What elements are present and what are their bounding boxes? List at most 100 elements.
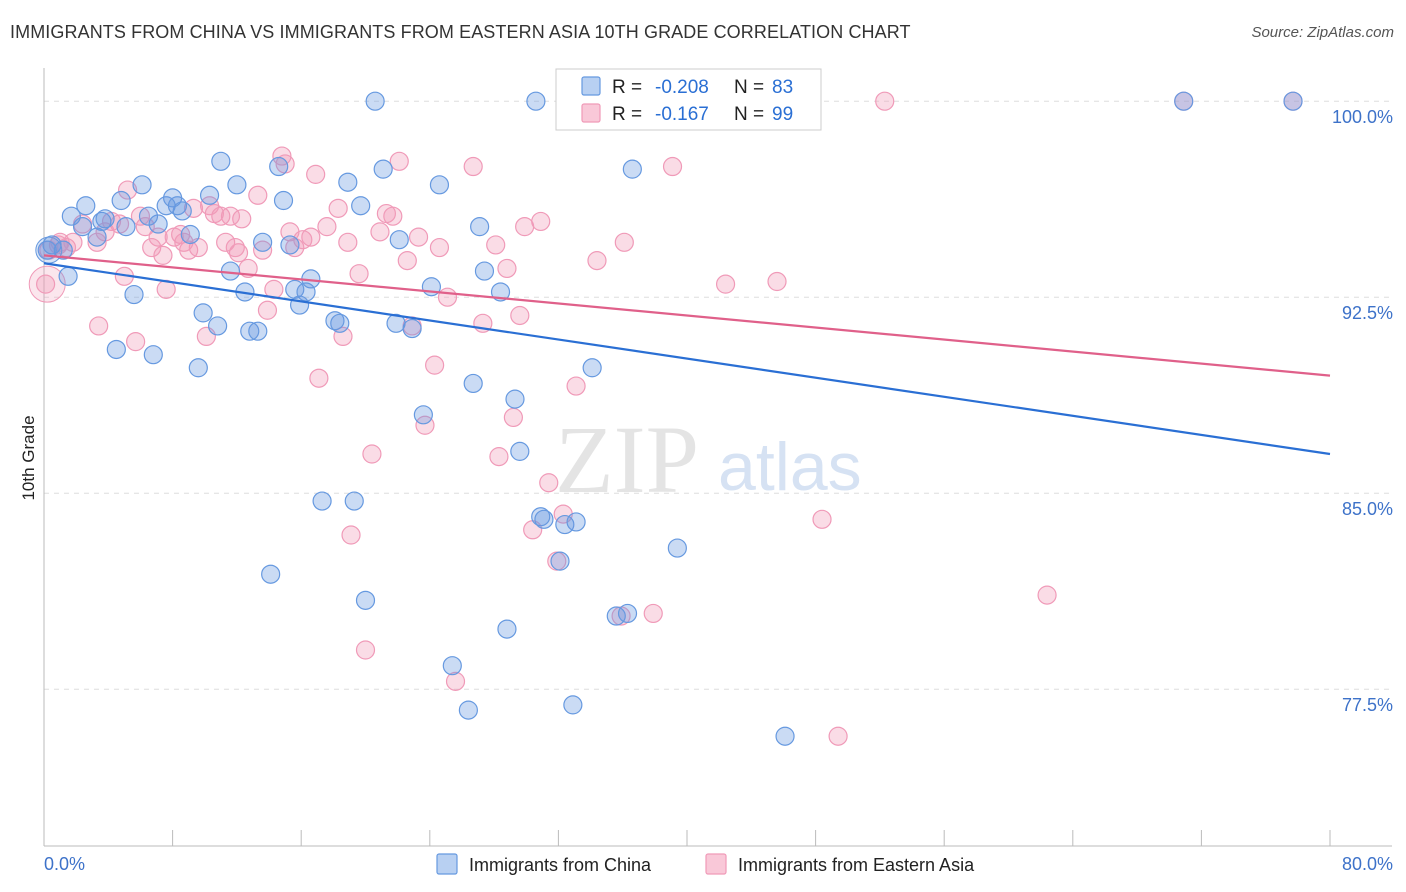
- y-tick-label-2: 92.5%: [1342, 303, 1393, 323]
- eastern-asia-point-30: [220, 206, 241, 226]
- series-eastern-asia-points: [28, 91, 1303, 746]
- china-point-43: [330, 313, 350, 333]
- china-point-16: [148, 214, 168, 234]
- bottom-legend-label-china: Immigrants from China: [469, 855, 652, 875]
- legend-r-label-china: R =: [612, 77, 642, 98]
- china-point-45: [344, 491, 364, 511]
- china-point-37: [285, 279, 305, 299]
- legend-r-label-eastern-asia: R =: [612, 104, 642, 125]
- china-point-27: [220, 261, 241, 281]
- china-point-33: [261, 564, 281, 584]
- legend-n-value-china: 83: [772, 77, 793, 98]
- china-point-49: [373, 159, 393, 179]
- china-point-81: [1283, 91, 1303, 111]
- legend-box: R = -0.208 N = 83 R = -0.167 N = 99: [555, 68, 822, 131]
- china-point-36: [280, 235, 300, 255]
- eastern-asia-point-71: [497, 258, 517, 279]
- china-point-24: [199, 185, 220, 205]
- eastern-asia-point-13: [130, 206, 151, 226]
- eastern-asia-point-86: [662, 156, 683, 177]
- eastern-asia-point-5: [87, 232, 107, 252]
- source-note: Source: ZipAtlas.com: [1251, 24, 1394, 41]
- china-point-76: [667, 538, 687, 558]
- eastern-asia-point-77: [539, 473, 559, 493]
- bottom-legend-label-eastern-asia: Immigrants from Eastern Asia: [738, 855, 975, 875]
- china-point-55: [429, 175, 450, 195]
- eastern-asia-point-58: [389, 151, 409, 171]
- eastern-asia-point-35: [248, 185, 268, 205]
- china-point-62: [497, 619, 517, 639]
- china-point-4: [72, 217, 93, 237]
- eastern-asia-point-92: [828, 726, 848, 746]
- china-point-82: [37, 240, 57, 260]
- legend-swatch-eastern-asia: [581, 103, 601, 123]
- eastern-asia-point-81: [587, 251, 607, 271]
- eastern-asia-point-66: [445, 671, 466, 691]
- eastern-asia-point-47: [317, 217, 337, 237]
- eastern-asia-point-15: [142, 237, 162, 258]
- china-point-65: [526, 91, 546, 111]
- eastern-asia-point-17: [153, 245, 173, 265]
- legend-r-value-china: -0.208: [655, 77, 709, 98]
- eastern-asia-point-33: [232, 209, 252, 229]
- china-point-60: [474, 261, 495, 281]
- china-point-13: [132, 175, 152, 195]
- china-point-9: [106, 339, 126, 360]
- china-point-46: [351, 196, 371, 216]
- trend-line-eastern-asia: [43, 254, 1331, 377]
- legend-n-value-eastern-asia: 99: [772, 104, 793, 125]
- eastern-asia-point-51: [341, 525, 361, 545]
- eastern-asia-point-48: [328, 198, 348, 218]
- bottom-legend-swatch-eastern-asia: [705, 853, 727, 875]
- trend-line-china: [43, 262, 1331, 456]
- china-point-1: [53, 240, 73, 260]
- china-point-6: [87, 227, 107, 247]
- china-point-63: [505, 389, 525, 409]
- china-point-8: [95, 209, 115, 229]
- eastern-asia-point-94: [1037, 585, 1057, 605]
- eastern-asia-point-73: [510, 305, 530, 326]
- watermark-atlas: atlas: [718, 429, 862, 505]
- china-point-57: [458, 700, 478, 720]
- eastern-asia-point-80: [566, 376, 586, 396]
- chart-title: IMMIGRANTS FROM CHINA VS IMMIGRANTS FROM…: [10, 22, 911, 42]
- china-point-69: [563, 695, 583, 715]
- eastern-asia-point-31: [225, 237, 245, 258]
- china-point-58: [463, 373, 483, 394]
- china-point-53: [413, 405, 433, 425]
- china-point-10: [111, 190, 131, 211]
- legend-n-label-eastern-asia: N =: [734, 104, 764, 125]
- china-point-21: [180, 224, 200, 245]
- x-tick-label-max: 80.0%: [1342, 854, 1393, 874]
- china-point-34: [269, 156, 289, 177]
- eastern-asia-point-76: [531, 211, 551, 232]
- eastern-asia-point-57: [383, 206, 403, 226]
- eastern-asia-point-54: [362, 444, 382, 464]
- y-tick-label-3: 100.0%: [1332, 107, 1393, 127]
- eastern-asia-point-46: [309, 368, 329, 388]
- china-point-80: [1174, 91, 1194, 111]
- eastern-asia-point-61: [408, 227, 429, 247]
- legend-r-value-eastern-asia: -0.167: [655, 104, 709, 125]
- eastern-asia-point-69: [486, 235, 506, 255]
- china-point-2: [58, 266, 78, 286]
- y-tick-label-1: 85.0%: [1342, 499, 1393, 519]
- china-point-11: [116, 217, 136, 237]
- legend-n-label-china: N =: [734, 77, 764, 98]
- eastern-asia-point-74: [515, 217, 535, 237]
- y-tick-labels: 77.5% 85.0% 92.5% 100.0%: [1332, 107, 1393, 715]
- bottom-legend: Immigrants from China Immigrants from Ea…: [436, 853, 975, 875]
- eastern-asia-point-70: [489, 447, 509, 467]
- eastern-asia-point-90: [767, 271, 787, 292]
- watermark-zip: ZIP: [555, 406, 699, 513]
- eastern-asia-point-83: [614, 232, 634, 252]
- china-point-23: [193, 303, 213, 323]
- eastern-asia-point-11: [117, 180, 138, 200]
- china-point-48: [365, 91, 385, 111]
- eastern-asia-point-53: [355, 640, 376, 660]
- y-axis-label: 10th Grade: [19, 415, 38, 500]
- china-point-31: [248, 321, 268, 341]
- eastern-asia-cluster-large: [28, 265, 66, 303]
- eastern-asia-point-6: [89, 316, 109, 336]
